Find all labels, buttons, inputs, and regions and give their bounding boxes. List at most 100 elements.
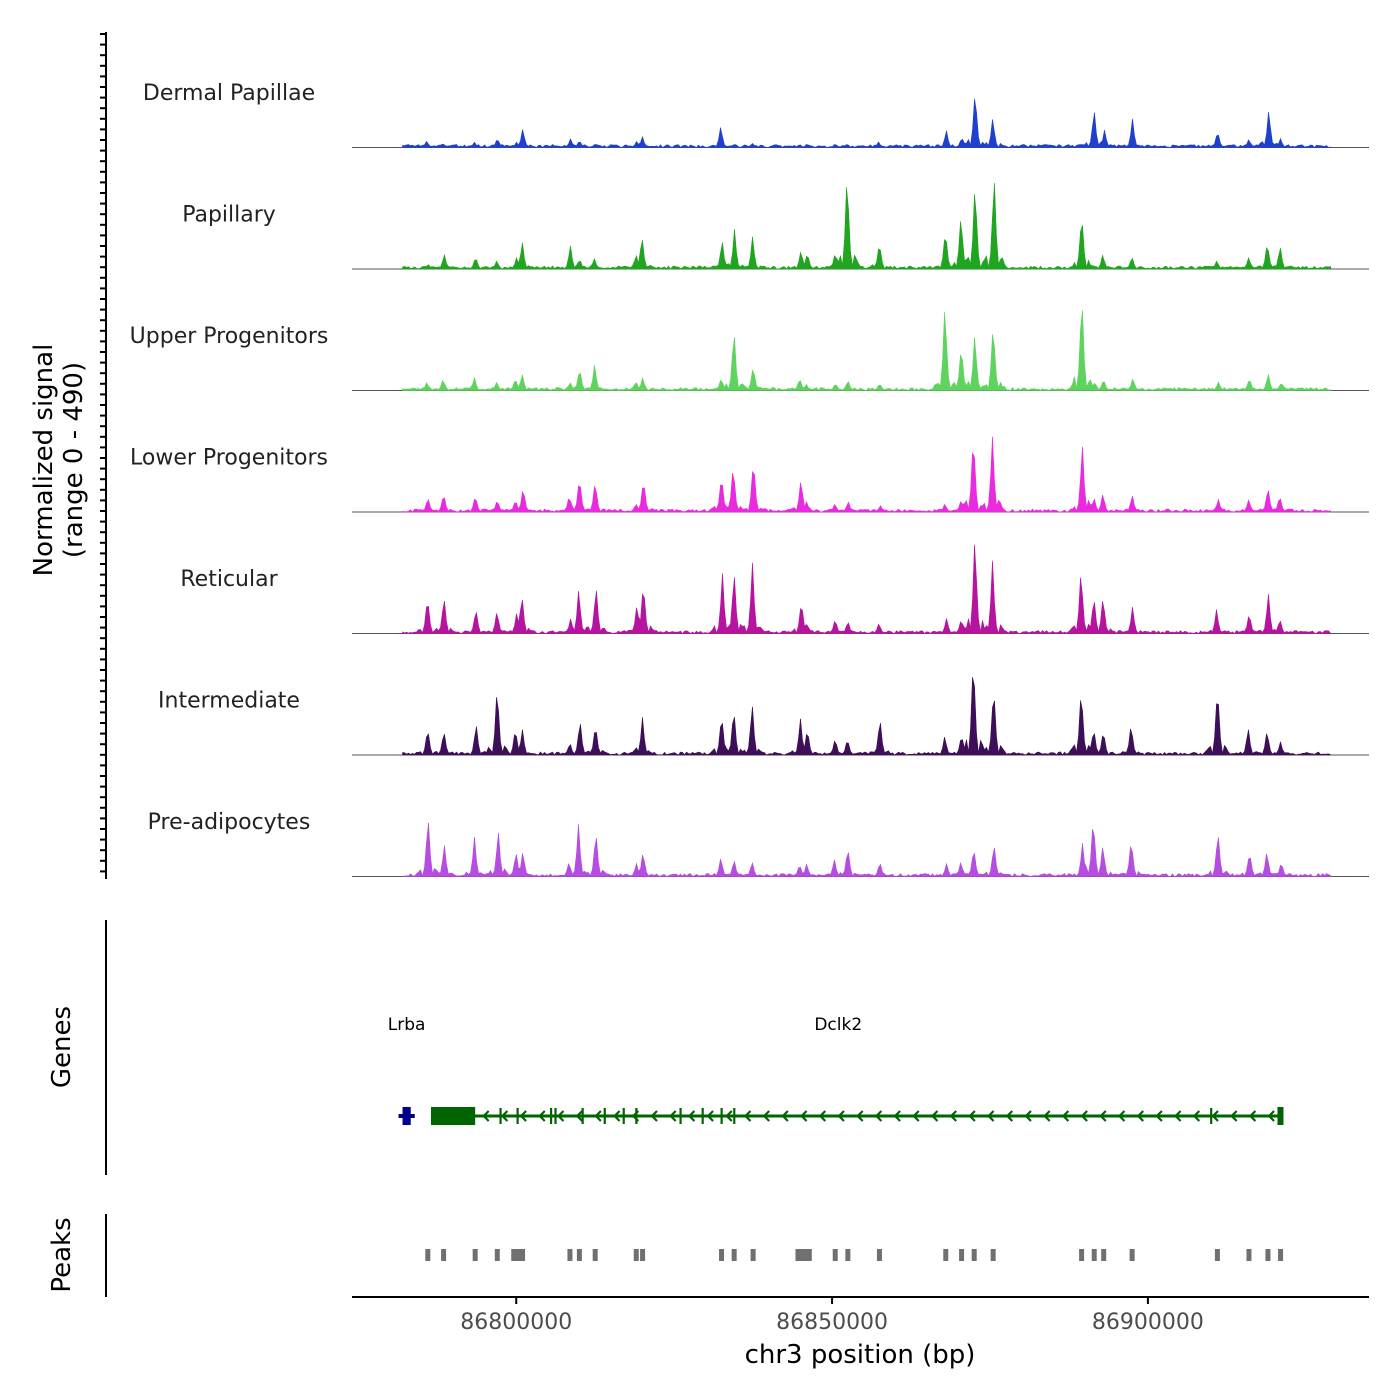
strand-chevron <box>1248 1110 1257 1122</box>
peak-mark <box>425 1249 431 1261</box>
track-label-5: Intermediate <box>158 689 300 714</box>
peak-mark <box>959 1249 965 1261</box>
peak-mark <box>1246 1249 1252 1261</box>
strand-chevron <box>687 1110 696 1122</box>
strand-chevron <box>1211 1110 1219 1122</box>
peak-mark <box>640 1249 646 1261</box>
gene-label-lrba: Lrba <box>388 1015 426 1035</box>
strand-chevron <box>818 1110 827 1122</box>
track-label-2: Upper Progenitors <box>130 324 329 349</box>
track-label-0: Dermal Papillae <box>143 81 315 106</box>
gene-exon <box>516 1108 519 1124</box>
peak-mark <box>1278 1249 1284 1261</box>
gene-exon <box>499 1108 502 1124</box>
peak-mark <box>576 1249 582 1261</box>
strand-chevron <box>987 1110 995 1122</box>
strand-chevron <box>1080 1110 1088 1122</box>
strand-chevron <box>968 1110 976 1122</box>
gene-label-dclk2: Dclk2 <box>814 1015 862 1035</box>
signal-y-ticks <box>100 33 106 873</box>
signal-area-lower-progenitors <box>402 436 1332 513</box>
strand-chevron <box>631 1110 640 1122</box>
strand-chevron <box>949 1110 957 1122</box>
x-tick-label: 86900000 <box>1092 1310 1204 1335</box>
peak-mark <box>731 1249 737 1261</box>
strand-chevron <box>613 1110 621 1122</box>
gene-exon <box>679 1108 682 1124</box>
strand-chevron <box>1117 1110 1126 1122</box>
strand-chevron <box>1024 1110 1032 1122</box>
strand-chevron <box>743 1110 752 1122</box>
strand-chevron <box>1174 1110 1182 1122</box>
strand-chevron <box>725 1110 733 1122</box>
strand-chevron <box>650 1110 658 1122</box>
peak-mark <box>971 1249 977 1261</box>
gene-exon <box>635 1108 638 1124</box>
peak-mark <box>592 1249 598 1261</box>
strand-chevron <box>556 1110 565 1122</box>
x-axis-title: chr3 position (bp) <box>745 1340 976 1370</box>
peak-mark <box>567 1249 573 1261</box>
signal-tracks: Dermal Papillae Papillary Upper Progenitor… <box>130 81 1369 878</box>
peak-mark <box>1091 1249 1097 1261</box>
gene-exon <box>733 1108 736 1124</box>
gene-exon <box>701 1108 704 1124</box>
gene-exon <box>554 1108 557 1124</box>
strand-chevron <box>837 1110 845 1122</box>
gene-exon <box>603 1108 606 1124</box>
gene-utr-dclk2 <box>430 1107 476 1125</box>
x-tick-label: 86800000 <box>460 1310 572 1335</box>
strand-chevron <box>519 1110 527 1122</box>
signal-area-papillary <box>402 182 1332 270</box>
x-tick-label: 86850000 <box>776 1310 888 1335</box>
gene-exon <box>549 1108 553 1124</box>
strand-chevron <box>538 1110 546 1122</box>
strand-chevron <box>1230 1110 1238 1122</box>
strand-chevron <box>482 1110 490 1122</box>
genes-panel-label: Genes <box>47 1006 77 1088</box>
gene-track: Lrba Dclk2 <box>388 1015 1284 1125</box>
gene-exon <box>1210 1108 1213 1124</box>
gene-exon <box>581 1108 584 1124</box>
gene-exon <box>720 1108 723 1124</box>
peak-mark <box>1101 1249 1107 1261</box>
strand-chevron <box>874 1110 883 1122</box>
strand-chevron <box>575 1110 583 1122</box>
x-axis-ticks: 86800000 86850000 86900000 <box>460 1297 1204 1335</box>
strand-chevron <box>1005 1110 1014 1122</box>
peak-mark <box>876 1249 882 1261</box>
gene-exon-first <box>1277 1107 1284 1125</box>
strand-chevron <box>912 1110 920 1122</box>
track-label-1: Papillary <box>182 203 276 228</box>
strand-chevron <box>1061 1110 1070 1122</box>
track-label-3: Lower Progenitors <box>130 446 328 471</box>
peak-mark <box>943 1249 949 1261</box>
strand-chevron <box>1267 1110 1275 1122</box>
peak-mark <box>520 1249 526 1261</box>
peak-mark <box>1129 1249 1135 1261</box>
peak-mark <box>472 1249 478 1261</box>
signal-area-upper-progenitors <box>402 310 1332 391</box>
signal-area-reticular <box>402 544 1333 635</box>
peak-mark <box>801 1249 812 1261</box>
peak-mark <box>750 1249 756 1261</box>
peak-mark <box>494 1249 500 1261</box>
gene-exon <box>622 1108 625 1124</box>
signal-area-dermal-papillae <box>402 98 1332 148</box>
signal-area-intermediate <box>402 677 1332 756</box>
strand-chevron <box>706 1110 714 1122</box>
peak-mark <box>795 1249 806 1261</box>
peak-mark <box>511 1249 522 1261</box>
strand-chevron <box>762 1110 770 1122</box>
strand-chevron <box>893 1110 901 1122</box>
peaks-panel-label: Peaks <box>47 1217 77 1292</box>
strand-chevron <box>500 1110 509 1122</box>
track-label-6: Pre-adipocytes <box>148 810 311 835</box>
strand-chevron <box>781 1110 789 1122</box>
strand-chevron <box>594 1110 602 1122</box>
y-axis-title: Normalized signal (range 0 - 490) <box>29 344 89 577</box>
signal-area-pre-adipocytes <box>402 822 1332 878</box>
peak-track <box>425 1249 1284 1261</box>
peak-mark <box>1265 1249 1271 1261</box>
